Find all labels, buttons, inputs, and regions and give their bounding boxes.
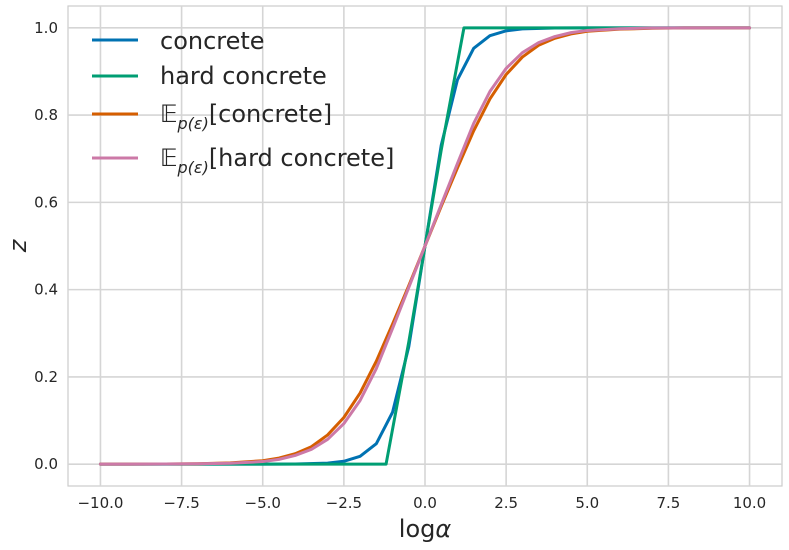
y-tick-label: 0.0	[34, 455, 58, 473]
x-tick-label: −10.0	[77, 494, 123, 512]
x-tick-label: 5.0	[575, 494, 599, 512]
x-tick-label: −2.5	[326, 494, 362, 512]
x-tick-label: −5.0	[245, 494, 281, 512]
x-tick-label: 0.0	[413, 494, 437, 512]
x-axis-title: logα	[399, 515, 452, 543]
y-tick-label: 0.6	[34, 193, 58, 211]
series-lines	[98, 26, 752, 466]
legend-label-expected-hard-concrete: 𝔼p(ε)[hard concrete]	[160, 144, 394, 177]
y-axis-title: z	[4, 238, 32, 253]
legend-label-expected-concrete: 𝔼p(ε)[concrete]	[160, 100, 332, 133]
y-tick-label: 1.0	[34, 19, 58, 37]
x-tick-labels: −10.0 −7.5 −5.0 −2.5 0.0 2.5 5.0 7.5 10.0	[77, 494, 766, 512]
x-tick-label: 7.5	[656, 494, 680, 512]
legend-label-concrete: concrete	[160, 27, 265, 55]
y-tick-label: 0.8	[34, 106, 58, 124]
expected-hard-concrete-line	[98, 26, 752, 466]
legend-label-hard-concrete: hard concrete	[160, 62, 327, 90]
y-tick-labels: 0.0 0.2 0.4 0.6 0.8 1.0	[34, 19, 58, 473]
x-tick-label: 10.0	[733, 494, 766, 512]
y-tick-label: 0.4	[34, 281, 58, 299]
legend: concrete hard concrete 𝔼p(ε)[concrete] 𝔼…	[92, 27, 394, 177]
x-tick-label: 2.5	[494, 494, 518, 512]
y-tick-label: 0.2	[34, 368, 58, 386]
x-tick-label: −7.5	[163, 494, 199, 512]
